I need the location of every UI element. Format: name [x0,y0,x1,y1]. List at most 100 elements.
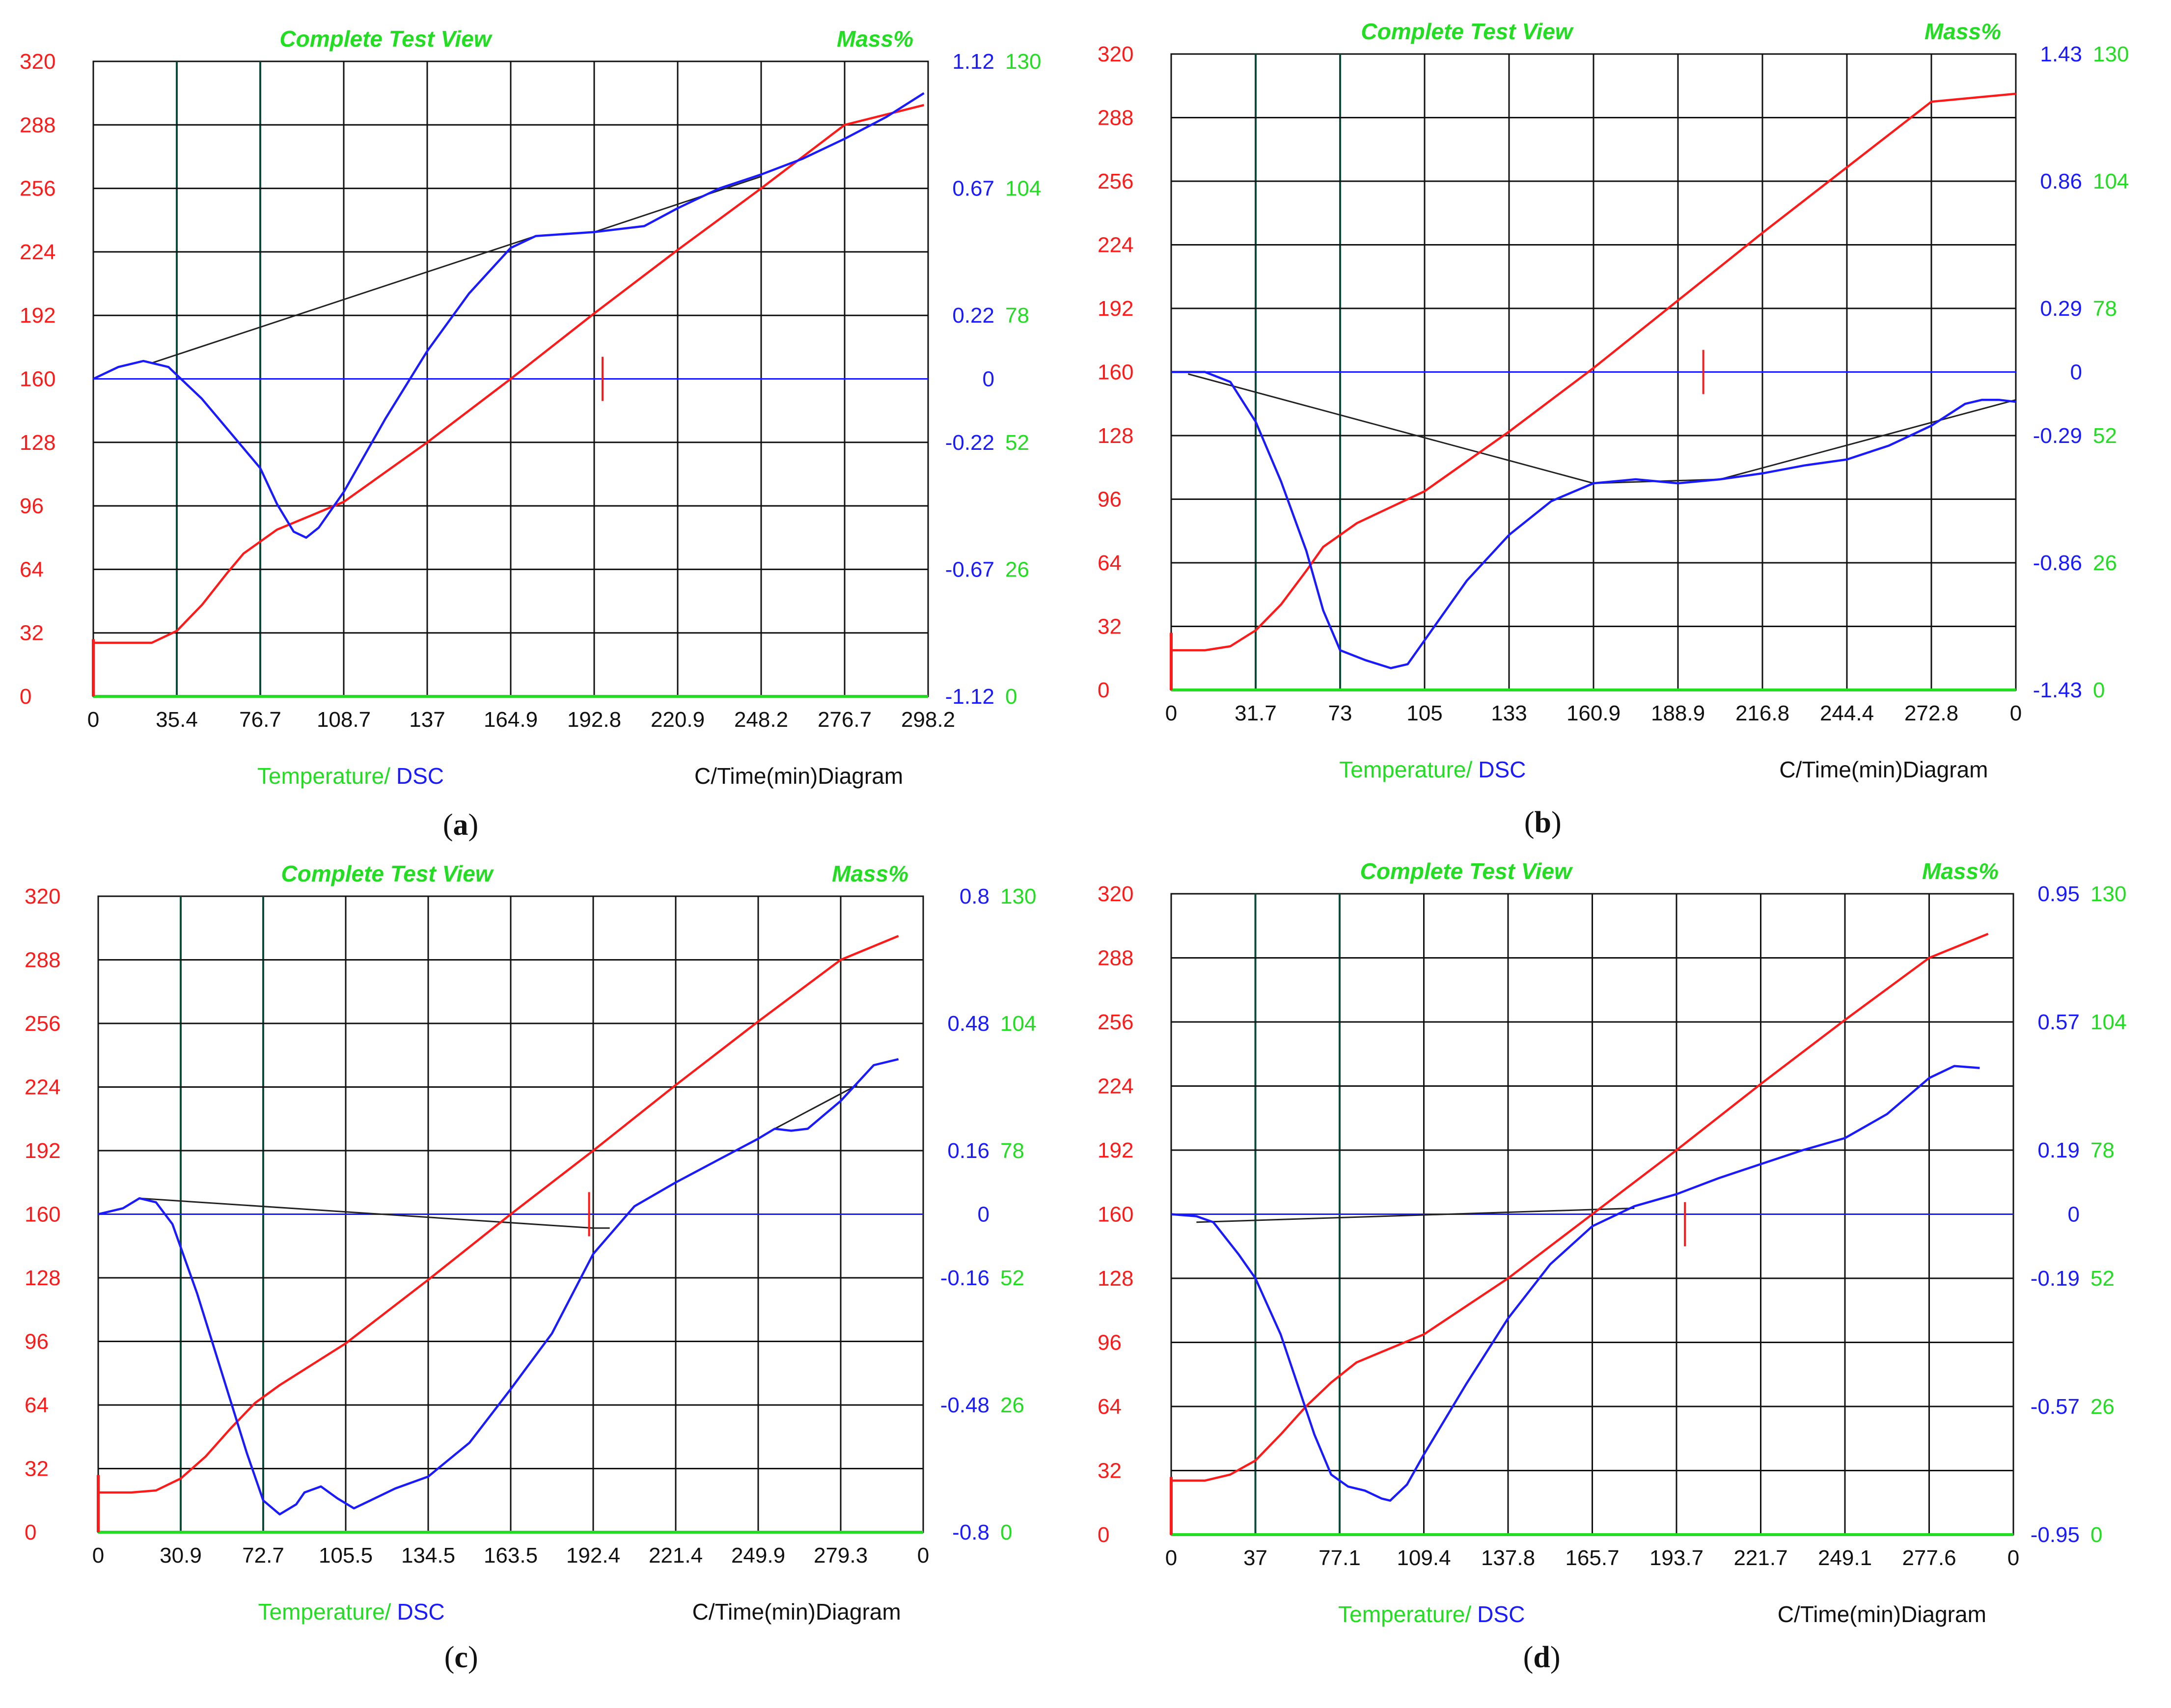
mass-tick-label: 0 [2090,1523,2102,1547]
dsc-tick-label: 0 [983,367,994,391]
dsc-baseline [151,175,762,364]
chart-title: Complete Test View [281,861,494,886]
dsc-tick-label: -0.48 [940,1393,989,1417]
temp-tick-label: 288 [1098,106,1133,130]
x-tick-label: 0 [2007,1546,2019,1570]
temp-tick-label: 224 [1098,233,1133,257]
dsc-tick-label: 0.22 [952,303,994,328]
temp-tick-label: 256 [1098,1010,1133,1034]
panel-caption: (a) [443,808,478,842]
x-tick-label: 160.9 [1566,701,1621,725]
mass-tick-label: 78 [1005,303,1029,328]
x-tick-label: 72.7 [242,1543,284,1568]
x-label-temperature: Temperature/ [1338,1601,1471,1627]
dsc-tick-label: 1.43 [2040,42,2082,66]
panel-caption: (d) [1523,1641,1561,1674]
mass-tick-label: 78 [2093,297,2117,321]
x-tick-label: 221.7 [1733,1546,1787,1570]
x-tick-label: 220.9 [651,708,705,732]
temp-tick-label: 288 [1098,946,1133,970]
chart-title: Complete Test View [279,26,493,52]
temp-tick-label: 96 [1098,1331,1122,1355]
x-label-dsc: DSC [1478,757,1526,782]
temp-tick-label: 320 [1098,882,1133,906]
dsc-tick-label: 0.86 [2040,169,2082,193]
dsc-tick-label: 0.48 [947,1012,989,1036]
mass-tick-label: 26 [1000,1393,1024,1417]
x-tick-label: 77.1 [1319,1546,1361,1570]
temp-tick-label: 0 [20,685,31,709]
mass-tick-label: 104 [1000,1012,1036,1036]
mass-tick-label: 78 [1000,1139,1024,1163]
mass-tick-label: 52 [2093,424,2117,448]
temp-tick-label: 64 [25,1393,49,1417]
dsc-tick-label: 0.95 [2037,882,2080,906]
x-tick-label: 279.3 [814,1543,868,1568]
x-tick-label: 277.6 [1902,1546,1956,1570]
temp-tick-label: 160 [1098,360,1133,385]
dsc-tick-label: -0.8 [952,1520,989,1544]
chart-panel-a: 0 35.4 76.7 108.7 137 164.9 192.8 220.9 248.2 276… [20,26,1041,842]
temp-tick-label: 288 [25,948,60,972]
chart-panel-d: 0 37 77.1 109.4 137.8 165.7 193.7 221.7 249.1 277… [1098,858,2126,1674]
mass-tick-label: 52 [1000,1266,1024,1290]
x-tick-label: 221.4 [649,1543,703,1568]
temp-tick-label: 256 [1098,169,1133,193]
dsc-tick-label: -0.67 [945,557,994,581]
x-axis-label-right: C/Time(min)Diagram [1779,757,1988,782]
dsc-tick-label: 0.29 [2040,297,2082,321]
temperature-series [93,104,925,644]
x-axis-label: Temperature/DSC [1339,757,1526,782]
temperature-series [1171,933,1989,1482]
mass-tick-label: 26 [2093,551,2117,575]
x-tick-label: 165.7 [1565,1546,1619,1570]
x-axis-label: Temperature/DSC [258,1599,444,1625]
x-tick-label: 133 [1491,701,1527,725]
temp-tick-label: 128 [25,1266,60,1290]
temp-tick-label: 320 [1098,42,1133,66]
temperature-series [98,935,899,1494]
x-tick-label: 0 [87,708,99,732]
x-tick-label: 272.8 [1904,701,1958,725]
x-label-temperature: Temperature/ [1339,757,1472,782]
dsc-tick-label: 0.67 [952,177,994,201]
chart-panel-c: 0 30.9 72.7 105.5 134.5 163.5 192.4 221.4 249.9 2… [25,861,1036,1674]
dsc-series [1171,1065,1980,1502]
temp-tick-label: 128 [1098,424,1133,448]
mass-tick-label: 104 [1005,177,1041,201]
x-tick-label: 276.7 [818,708,872,732]
temp-tick-label: 64 [1098,1395,1122,1419]
x-tick-label: 137 [409,708,445,732]
x-tick-label: 0 [92,1543,104,1568]
dsc-tick-label: 0.19 [2037,1138,2080,1162]
temp-tick-label: 192 [1098,1138,1133,1162]
x-label-temperature: Temperature/ [258,1599,391,1625]
x-tick-label: 37 [1243,1546,1267,1570]
x-tick-label: 248.2 [734,708,788,732]
dsc-tick-label: -0.29 [2033,424,2082,448]
dsc-tick-label: -1.12 [945,685,994,709]
temp-tick-label: 224 [20,240,55,264]
x-tick-label: 192.8 [567,708,621,732]
dsc-tick-label: -0.16 [940,1266,989,1290]
x-tick-label: 137.8 [1481,1546,1535,1570]
x-tick-label: 73 [1328,701,1352,725]
dsc-series [1171,371,2016,669]
temp-tick-label: 64 [1098,551,1122,575]
mass-tick-label: 0 [1000,1520,1012,1544]
mass-tick-label: 130 [1005,50,1041,74]
mass-label: Mass% [1922,858,1999,884]
mass-tick-label: 130 [1000,884,1036,909]
dsc-baseline [1188,373,2016,484]
temp-tick-label: 288 [20,113,55,137]
temp-tick-label: 192 [20,303,55,328]
temp-tick-label: 32 [20,621,44,645]
x-tick-label: 30.9 [160,1543,202,1568]
x-tick-label: 35.4 [156,708,198,732]
mass-tick-label: 104 [2090,1010,2126,1034]
x-label-dsc: DSC [1477,1601,1525,1627]
mass-label: Mass% [832,861,908,886]
x-label-dsc: DSC [396,763,444,789]
temp-tick-label: 160 [20,367,55,391]
